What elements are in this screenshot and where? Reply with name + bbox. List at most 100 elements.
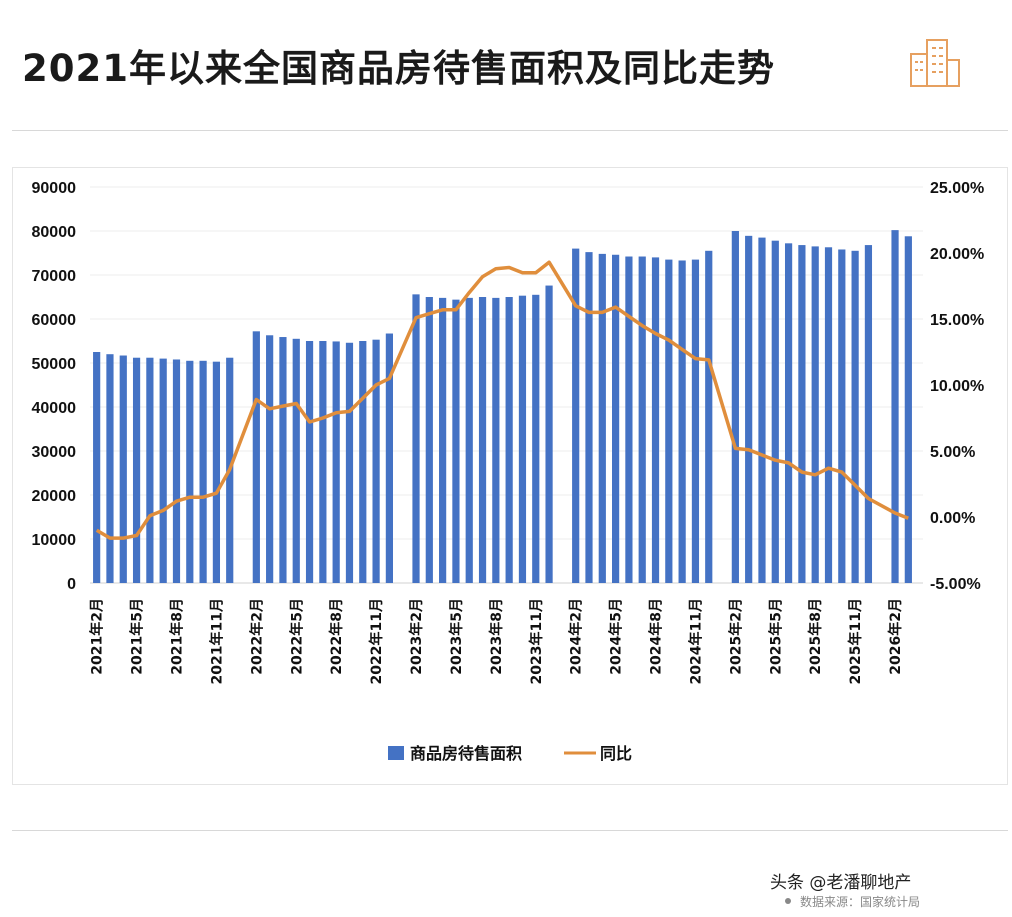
bar [132,357,141,583]
bar [252,331,260,583]
bullet-icon [785,898,791,904]
bar [332,341,340,583]
y-left-tick-label: 10000 [32,532,77,549]
bar [532,294,540,583]
x-tick-label: 2025年8月 [807,598,824,675]
bar [492,297,500,583]
legend-bar-swatch [388,746,404,760]
bar [545,285,553,583]
y-left-tick-label: 0 [67,576,76,593]
bar [319,341,327,583]
bar [146,357,154,583]
x-tick-label: 2022年8月 [328,598,345,675]
bottom-divider [12,830,1008,831]
bar [172,359,181,583]
building-icon [910,39,960,87]
bar [864,245,873,583]
page-title: 2021年以来全国商品房待售面积及同比走势 [22,47,775,90]
legend-bar-label: 商品房待售面积 [410,744,522,763]
x-tick-label: 2021年8月 [168,598,185,675]
y-left-tick-label: 50000 [32,356,77,373]
bar [811,246,819,583]
y-left-tick-label: 40000 [32,400,77,417]
bar [731,231,739,583]
bar [93,352,101,583]
bar [758,237,766,583]
y-left-tick-label: 80000 [32,224,77,241]
bar [212,361,221,583]
bar [305,341,314,583]
y-right-tick-label: 25.00% [930,180,984,197]
footer-note: 数据来源：国家统计局 [800,895,921,909]
bar [279,337,287,583]
x-tick-label: 2023年11月 [528,598,545,684]
bar [106,354,114,583]
bar [638,256,646,583]
y-right-tick-label: 20.00% [930,246,984,263]
yoy-line [95,260,909,540]
bar [412,294,420,583]
x-tick-label: 2025年11月 [847,598,864,684]
bar [771,240,779,583]
bar [465,297,473,583]
bar [159,358,167,583]
y-left-tick-label: 90000 [32,180,77,197]
y-right-tick-label: -5.00% [930,576,981,593]
x-tick-label: 2025年2月 [727,598,744,675]
legend-line-label: 同比 [600,744,632,763]
bar [372,339,380,583]
bar [266,335,274,583]
y-right-tick-label: 5.00% [930,444,975,461]
y-right-tick-label: 0.00% [930,510,975,527]
y-left-tick-label: 70000 [32,268,77,285]
footer-source: 头条 @老潘聊地产 [770,873,912,893]
x-tick-label: 2024年11月 [687,598,704,684]
bar [439,297,447,583]
x-tick-label: 2022年2月 [248,598,265,675]
bar [691,259,700,583]
bar [891,230,899,583]
bar [345,342,354,583]
bar [705,250,713,584]
chart: 0 10000 20000 30000 40000 50000 60000 70000 8000… [32,180,985,763]
bar [518,295,527,583]
x-tick-label: 2025年5月 [767,598,784,675]
bar [199,360,207,583]
x-tick-label: 2021年5月 [129,598,146,675]
bar [359,341,367,583]
bar [119,355,127,583]
y-right-tick-label: 10.00% [930,378,984,395]
bar [651,257,660,583]
chart-panel [12,167,1008,785]
x-tick-label: 2024年2月 [568,598,585,675]
bar [585,252,593,583]
x-tick-label: 2024年5月 [608,598,625,675]
x-tick-label: 2026年2月 [887,598,904,675]
bar [745,235,753,583]
bar [186,360,194,583]
bar [292,338,300,583]
y-right-tick-label: 15.00% [930,312,984,329]
x-tick-label: 2023年8月 [488,598,505,675]
y-left-tick-label: 20000 [32,488,77,505]
x-tick-label: 2024年8月 [648,598,665,675]
bar [452,299,460,583]
bar [598,253,606,583]
y-left-tick-label: 60000 [32,312,77,329]
bar [425,297,433,583]
y-left-tick-label: 30000 [32,444,77,461]
bar [904,236,912,583]
bar [838,249,846,584]
bar [851,250,859,584]
bar [665,259,673,583]
top-divider [12,130,1008,131]
bar [784,243,793,583]
x-tick-label: 2022年5月 [288,598,305,675]
x-tick-label: 2021年2月 [89,598,106,675]
bar [572,248,580,583]
x-tick-label: 2021年11月 [208,598,225,684]
bar [798,245,806,583]
bar [612,254,620,583]
bar [678,260,686,583]
